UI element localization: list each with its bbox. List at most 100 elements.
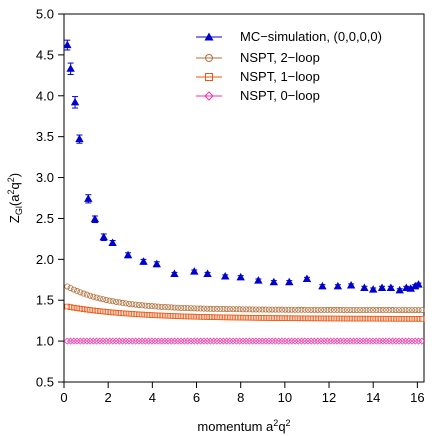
nspt-2loop-point (275, 306, 282, 313)
nspt-1loop-point (165, 313, 171, 319)
nspt-2loop-point (119, 299, 126, 306)
nspt-2loop-point (171, 304, 178, 311)
nspt-0loop-point (392, 337, 400, 345)
nspt-0loop-point (177, 337, 185, 345)
nspt-1loop-point (246, 314, 253, 321)
nspt-1loop-point (64, 303, 71, 310)
nspt-2loop-point (210, 305, 217, 312)
nspt-0loop-point (83, 337, 91, 345)
nspt-0loop-point (245, 337, 253, 345)
nspt-0loop-point (128, 337, 136, 345)
nspt-1loop-point (259, 315, 266, 321)
nspt-1loop-point (71, 304, 77, 311)
nspt-1loop-point (162, 312, 168, 319)
nspt-2loop-point (282, 306, 289, 313)
nspt-0loop-point (164, 337, 172, 345)
nspt-1loop-point (279, 315, 285, 321)
x-tick-label: 12 (322, 390, 336, 405)
nspt-1loop-point (314, 315, 321, 322)
mc-point (254, 276, 263, 284)
nspt-0loop-point (252, 337, 260, 345)
legend-label-mc: MC−simulation, (0,0,0,0) (240, 29, 382, 44)
nspt-0loop-point (122, 337, 130, 345)
nspt-0loop-point (236, 337, 244, 345)
mc-point (395, 285, 404, 294)
nspt-0loop-point (102, 337, 110, 345)
y-tick-label: 4.5 (36, 47, 54, 62)
nspt-0loop-point (154, 337, 162, 345)
nspt-2loop-point (230, 306, 237, 313)
mc-point (84, 194, 93, 202)
nspt-2loop-point (168, 304, 175, 311)
nspt-2loop-point (415, 307, 422, 314)
nspt-1loop-point (223, 314, 230, 321)
nspt-1loop-point (357, 315, 363, 322)
y-axis-title: ZGl(a2q2) (6, 173, 24, 223)
nspt-0loop-point (203, 337, 211, 345)
nspt-0loop-point (343, 337, 351, 345)
nspt-0loop-point (145, 337, 153, 345)
nspt-0loop-point (317, 337, 325, 345)
nspt-2loop-point (317, 306, 324, 313)
nspt-2loop-point (350, 306, 357, 313)
nspt-0loop-point (180, 337, 188, 345)
nspt-0loop-point (278, 337, 286, 345)
nspt-1loop-point (236, 314, 243, 321)
nspt-1loop-point (243, 314, 249, 321)
nspt-1loop-point (103, 309, 110, 315)
nspt-1loop-point (415, 316, 422, 322)
nspt-0loop-point (314, 337, 322, 345)
nspt-2loop-point (304, 306, 311, 313)
nspt-0loop-point (330, 337, 338, 345)
nspt-2loop-point (295, 306, 302, 313)
nspt-1loop-point (272, 315, 279, 321)
x-tick-label: 16 (410, 390, 424, 405)
nspt-2loop-point (103, 296, 110, 303)
nspt-2loop-point (174, 304, 181, 311)
nspt-2loop-point (197, 305, 204, 312)
nspt-2loop-point (100, 296, 107, 303)
nspt-1loop-point (301, 315, 308, 322)
nspt-0loop-point (223, 337, 231, 345)
y-tick-label: 2.5 (36, 211, 54, 226)
nspt-1loop-point (119, 310, 126, 317)
mc-point (221, 272, 230, 280)
nspt-2loop-point (87, 292, 94, 299)
mc-point (236, 272, 245, 281)
nspt-1loop-point (132, 311, 139, 317)
nspt-2loop-point (259, 306, 266, 313)
mc-point (99, 232, 108, 241)
mc-point (333, 281, 343, 290)
nspt-2loop-point (262, 306, 269, 313)
nspt-0loop-point (174, 337, 182, 345)
legend-label-2loop: NSPT, 2−loop (240, 50, 320, 65)
nspt-0loop-point (239, 337, 247, 345)
mc-point (203, 269, 212, 278)
mc-point (139, 257, 148, 265)
nspt-2loop-point (252, 306, 259, 313)
nspt-0loop-point (255, 337, 263, 345)
nspt-1loop-point (149, 312, 155, 318)
nspt-2loop-point (93, 294, 100, 301)
nspt-2loop-point (109, 298, 116, 305)
nspt-2loop-point (83, 291, 90, 298)
nspt-0loop-point (297, 337, 306, 345)
nspt-0loop-point (119, 337, 127, 345)
mc-point (318, 281, 327, 290)
mc-point (63, 40, 72, 49)
mc-point (406, 284, 415, 292)
nspt-2loop-point (70, 286, 77, 293)
nspt-0loop-point (398, 337, 406, 345)
nspt-1loop-point (210, 314, 217, 320)
nspt-0loop-point (86, 337, 94, 345)
nspt-0loop-point (76, 337, 84, 345)
y-tick-label: 3.5 (36, 129, 54, 144)
legend-label-1loop: NSPT, 1−loop (240, 69, 320, 84)
nspt-2loop-point (116, 299, 123, 306)
nspt-2loop-point (181, 305, 188, 312)
nspt-2loop-point (272, 306, 279, 313)
nspt-2loop-point (204, 305, 211, 312)
x-tick-label: 10 (278, 390, 292, 405)
nspt-2loop-point (106, 297, 113, 304)
nspt-0loop-point (265, 337, 273, 345)
